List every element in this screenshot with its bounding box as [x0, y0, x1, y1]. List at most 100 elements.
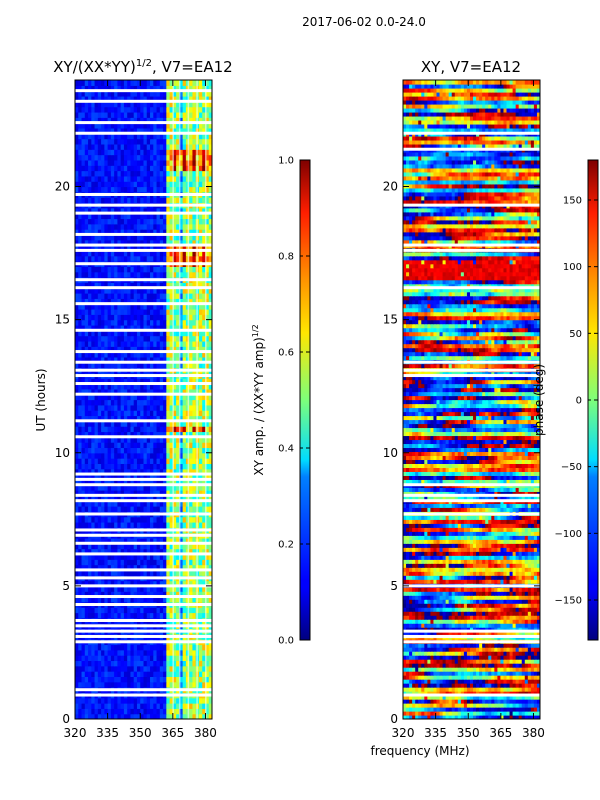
- heatmap-cell: [81, 484, 86, 491]
- heatmap-cell: [104, 346, 109, 353]
- heatmap-cell: [101, 671, 105, 677]
- heatmap-cell: [172, 649, 177, 656]
- left-heatmap: [75, 80, 212, 719]
- heatmap-cell: [130, 415, 135, 422]
- heatmap-cell: [179, 229, 184, 236]
- heatmap-cell: [146, 330, 151, 337]
- heatmap-cell: [114, 649, 118, 656]
- heatmap-cell: [179, 404, 184, 411]
- heatmap-cell: [189, 324, 194, 331]
- heatmap-cell: [166, 585, 171, 592]
- heatmap-cell: [208, 399, 212, 406]
- heatmap-cell: [159, 559, 164, 566]
- heatmap-cell: [143, 404, 148, 411]
- heatmap-cell: [114, 234, 118, 241]
- heatmap-cell: [97, 495, 102, 502]
- heatmap-cell: [153, 580, 158, 587]
- heatmap-cell: [110, 106, 115, 113]
- heatmap-cell: [163, 218, 167, 225]
- heatmap-cell: [127, 681, 132, 688]
- heatmap-cell: [110, 95, 115, 102]
- heatmap-cell: [169, 383, 174, 390]
- heatmap-cell: [88, 287, 92, 294]
- heatmap-cell: [159, 181, 164, 188]
- heatmap-cell: [179, 149, 184, 156]
- heatmap-cell: [169, 553, 174, 560]
- heatmap-cell: [176, 591, 180, 598]
- heatmap-cell: [172, 122, 177, 129]
- heatmap-cell: [166, 239, 171, 246]
- heatmap-cell: [182, 665, 187, 672]
- heatmap-cell: [114, 319, 118, 326]
- heatmap-cell: [150, 95, 154, 102]
- heatmap-cell: [120, 245, 125, 251]
- heatmap-cell: [97, 436, 102, 443]
- heatmap-cell: [94, 569, 99, 576]
- heatmap-cell: [78, 655, 83, 662]
- heatmap-cell: [97, 612, 102, 619]
- heatmap-cell: [104, 490, 109, 496]
- heatmap-cell: [143, 197, 148, 204]
- heatmap-cell: [78, 346, 83, 353]
- heatmap-cell: [127, 383, 132, 390]
- heatmap-cell: [127, 708, 132, 715]
- heatmap-cell: [107, 303, 112, 310]
- heatmap-cell: [169, 394, 174, 401]
- heatmap-cell: [153, 351, 158, 358]
- heatmap-cell: [117, 165, 122, 172]
- heatmap-cell: [114, 479, 118, 486]
- heatmap-cell: [97, 676, 102, 683]
- heatmap-cell: [140, 516, 145, 523]
- heatmap-cell: [120, 697, 125, 704]
- heatmap-cell: [123, 287, 128, 294]
- heatmap-cell: [81, 713, 86, 719]
- heatmap-cell: [120, 207, 125, 214]
- heatmap-cell: [120, 95, 125, 102]
- heatmap-cell: [84, 660, 89, 667]
- heatmap-cell: [202, 250, 207, 257]
- heatmap-cell: [198, 346, 203, 353]
- heatmap-cell: [120, 351, 125, 358]
- heatmap-cell: [208, 500, 212, 507]
- heatmap-cell: [140, 282, 145, 289]
- heatmap-cell: [120, 452, 125, 459]
- heatmap-cell: [172, 436, 177, 443]
- heatmap-cell: [117, 676, 122, 683]
- heatmap-cell: [169, 346, 174, 353]
- heatmap-cell: [120, 703, 125, 709]
- heatmap-cell: [110, 319, 115, 326]
- heatmap-cell: [163, 186, 167, 193]
- heatmap-cell: [166, 314, 171, 321]
- heatmap-cell: [78, 229, 83, 236]
- heatmap-cell: [104, 324, 109, 331]
- heatmap-cell: [172, 516, 177, 523]
- heatmap-cell: [101, 596, 105, 603]
- heatmap-cell: [182, 293, 187, 299]
- heatmap-cell: [94, 420, 99, 427]
- heatmap-cell: [117, 282, 122, 289]
- heatmap-cell: [150, 149, 154, 156]
- heatmap-cell: [94, 612, 99, 619]
- heatmap-cell: [192, 346, 197, 353]
- heatmap-cell: [143, 420, 148, 427]
- heatmap-cell: [143, 319, 148, 326]
- heatmap-cell: [172, 351, 177, 358]
- heatmap-cell: [81, 495, 86, 502]
- heatmap-cell: [91, 644, 96, 651]
- heatmap-cell: [127, 420, 132, 427]
- heatmap-cell: [104, 175, 109, 182]
- heatmap-cell: [84, 271, 89, 278]
- heatmap-cell: [198, 266, 203, 273]
- heatmap-cell: [153, 500, 158, 507]
- heatmap-cell: [143, 415, 148, 422]
- heatmap-cell: [75, 335, 79, 342]
- heatmap-cell: [120, 181, 125, 188]
- heatmap-cell: [143, 95, 148, 102]
- heatmap-cell: [153, 346, 158, 353]
- heatmap-cell: [94, 655, 99, 662]
- heatmap-cell: [104, 644, 109, 651]
- heatmap-cell: [81, 287, 86, 294]
- heatmap-cell: [94, 90, 99, 97]
- heatmap-cell: [153, 644, 158, 651]
- heatmap-cell: [140, 644, 145, 651]
